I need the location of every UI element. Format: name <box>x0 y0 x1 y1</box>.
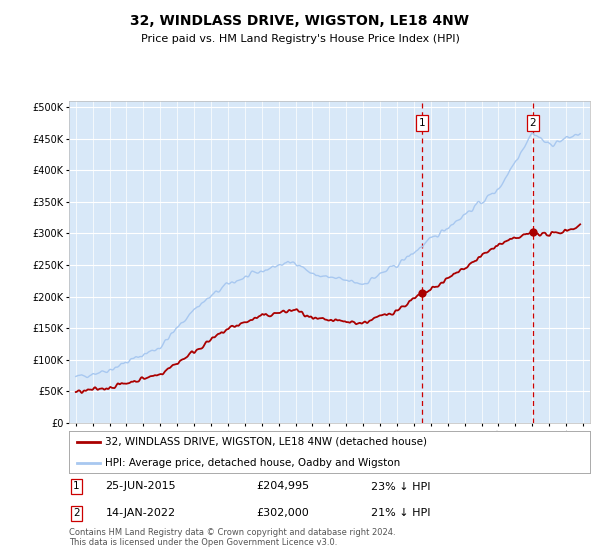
Text: 2: 2 <box>73 508 80 518</box>
Text: 21% ↓ HPI: 21% ↓ HPI <box>371 508 431 518</box>
Text: 32, WINDLASS DRIVE, WIGSTON, LE18 4NW: 32, WINDLASS DRIVE, WIGSTON, LE18 4NW <box>131 14 470 28</box>
Text: £302,000: £302,000 <box>256 508 309 518</box>
Text: 32, WINDLASS DRIVE, WIGSTON, LE18 4NW (detached house): 32, WINDLASS DRIVE, WIGSTON, LE18 4NW (d… <box>106 437 427 447</box>
Text: 2: 2 <box>530 118 536 128</box>
Text: 1: 1 <box>73 482 80 492</box>
Text: Price paid vs. HM Land Registry's House Price Index (HPI): Price paid vs. HM Land Registry's House … <box>140 34 460 44</box>
Text: HPI: Average price, detached house, Oadby and Wigston: HPI: Average price, detached house, Oadb… <box>106 458 401 468</box>
Text: 25-JUN-2015: 25-JUN-2015 <box>106 482 176 492</box>
Text: 1: 1 <box>419 118 425 128</box>
Text: 23% ↓ HPI: 23% ↓ HPI <box>371 482 431 492</box>
Text: 14-JAN-2022: 14-JAN-2022 <box>106 508 176 518</box>
Text: Contains HM Land Registry data © Crown copyright and database right 2024.
This d: Contains HM Land Registry data © Crown c… <box>69 528 395 547</box>
Text: £204,995: £204,995 <box>256 482 310 492</box>
